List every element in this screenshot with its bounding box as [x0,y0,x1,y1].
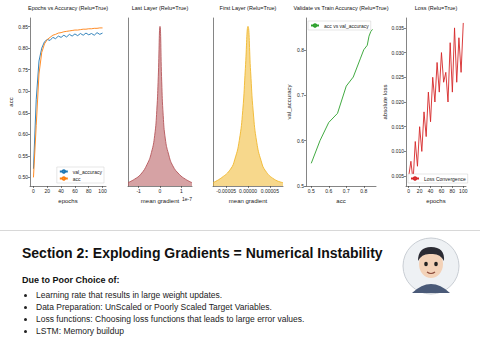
svg-text:Epochs vs Accuracy (Relu=True): Epochs vs Accuracy (Relu=True) [28,5,108,11]
svg-text:40: 40 [428,188,434,194]
svg-text:0.8: 0.8 [360,188,367,194]
svg-text:0.005: 0.005 [391,173,404,179]
svg-text:-0.00005: -0.00005 [216,188,236,194]
svg-text:1: 1 [180,188,183,194]
svg-text:0.55: 0.55 [18,153,28,159]
svg-text:40: 40 [58,188,64,194]
svg-text:0.85: 0.85 [18,24,28,30]
html-text:Data Preparation: UnScaled or: Data Preparation: UnScaled or Poorly Sca… [36,302,272,312]
svg-text:acc: acc [336,198,345,204]
svg-text:val_accuracy: val_accuracy [286,84,292,119]
svg-text:0.8: 0.8 [297,47,304,53]
svg-text:-1: -1 [136,188,141,194]
svg-text:20: 20 [44,188,50,194]
svg-text:0.6: 0.6 [297,138,304,144]
svg-text:acc: acc [73,176,81,182]
svg-text:First Layer (Relu=True): First Layer (Relu=True) [220,5,277,11]
svg-text:0: 0 [32,188,35,194]
svg-text:Last Layer (Relu=True): Last Layer (Relu=True) [132,5,189,11]
html-text:LSTM: Memory buildup: LSTM: Memory buildup [36,326,124,336]
html-text:Section 2: Exploding Gradients: Section 2: Exploding Gradients = Numeric… [22,245,383,261]
svg-text:mean gradient: mean gradient [229,198,268,204]
svg-text:0.5: 0.5 [297,183,304,189]
svg-text:0.7: 0.7 [343,188,350,194]
svg-text:0.65: 0.65 [18,110,28,116]
svg-text:0.015: 0.015 [391,124,404,130]
svg-text:0: 0 [159,188,162,194]
html-text:Loss functions: Choosing loss: Loss functions: Choosing loss functions … [36,314,305,324]
svg-text:0.020: 0.020 [391,99,404,105]
svg-text:100: 100 [98,188,107,194]
svg-text:0.70: 0.70 [18,88,28,94]
svg-text:20: 20 [417,188,423,194]
svg-text:80: 80 [450,188,456,194]
svg-text:0.00005: 0.00005 [261,188,279,194]
svg-text:absolute loss: absolute loss [382,84,388,119]
svg-text:0: 0 [407,188,410,194]
svg-text:0.75: 0.75 [18,67,28,73]
svg-text:0.6: 0.6 [325,188,332,194]
svg-text:0.50: 0.50 [18,174,28,180]
svg-text:Loss (Relu=True): Loss (Relu=True) [415,5,458,11]
svg-text:Loss Convergence: Loss Convergence [424,176,466,182]
svg-text:60: 60 [72,188,78,194]
html-text:Learning rate that results in: Learning rate that results in large weig… [36,290,223,300]
svg-text:0.80: 0.80 [18,45,28,51]
svg-text:mean gradient: mean gradient [141,198,180,204]
svg-text:60: 60 [439,188,445,194]
svg-text:0.00000: 0.00000 [239,188,257,194]
svg-text:0.030: 0.030 [391,50,404,56]
svg-text:0.035: 0.035 [391,25,404,31]
svg-text:acc vs val_accuracy: acc vs val_accuracy [324,23,369,29]
svg-text:epochs: epochs [58,198,77,204]
svg-text:1e-7: 1e-7 [182,196,192,202]
svg-text:0.025: 0.025 [391,74,404,80]
html-text:Due to Poor Choice of:: Due to Poor Choice of: [22,275,120,285]
svg-text:100: 100 [459,188,468,194]
svg-text:80: 80 [86,188,92,194]
svg-text:0.5: 0.5 [308,188,315,194]
svg-text:0.7: 0.7 [297,92,304,98]
svg-text:0.60: 0.60 [18,131,28,137]
svg-text:epochs: epochs [426,198,445,204]
svg-text:Validate vs Train Accuracy (Re: Validate vs Train Accuracy (Relu=True) [294,5,389,11]
svg-text:val_accuracy: val_accuracy [73,169,103,175]
svg-text:acc: acc [8,97,14,106]
svg-text:0.010: 0.010 [391,148,404,154]
